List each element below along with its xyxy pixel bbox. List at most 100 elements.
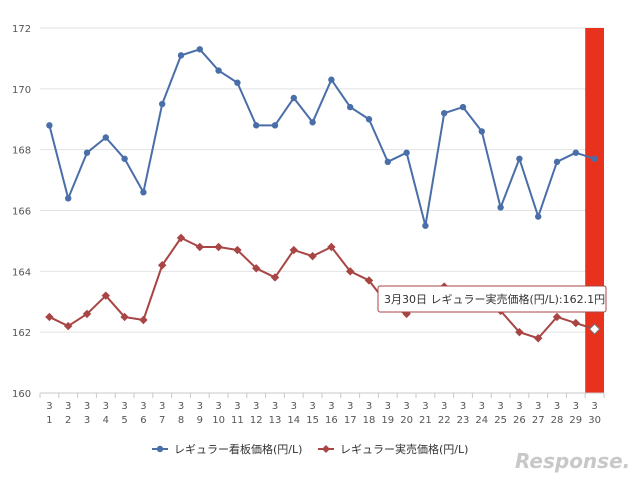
data-point [403, 149, 410, 156]
data-point [365, 116, 373, 123]
data-point [535, 213, 542, 220]
data-point [101, 291, 111, 300]
data-point [533, 334, 543, 343]
highlight-band [585, 28, 604, 393]
data-point [177, 52, 185, 59]
tooltip-text: 3月30日 レギュラー実売価格(円/L):162.1円 [384, 292, 605, 306]
data-point [384, 158, 391, 166]
x-tick-label-month: 3 [422, 401, 428, 412]
x-tick-label-month: 3 [272, 401, 278, 412]
data-point [83, 149, 91, 156]
x-tick-label-month: 3 [197, 401, 203, 412]
x-tick-label-day: 11 [231, 415, 244, 426]
x-tick-label-day: 13 [269, 415, 282, 426]
y-tick-label: 162 [12, 328, 31, 339]
x-tick-label-month: 3 [573, 401, 579, 412]
data-point [328, 76, 335, 83]
x-tick-label-day: 16 [325, 415, 338, 426]
x-tick-label-month: 3 [591, 401, 597, 412]
data-point-selected [588, 323, 601, 335]
x-tick-label-day: 7 [159, 415, 165, 426]
data-point [308, 251, 317, 261]
x-tick-label-day: 23 [457, 415, 470, 426]
data-point [159, 100, 166, 108]
x-tick-label-day: 12 [250, 415, 263, 426]
x-tick-label-day: 29 [569, 415, 582, 426]
legend-marker [156, 445, 164, 453]
x-tick-label-day: 26 [513, 415, 526, 426]
data-point [253, 122, 260, 129]
x-tick-label-month: 3 [535, 401, 541, 412]
data-point [591, 155, 598, 162]
x-tick-label-month: 3 [215, 401, 221, 412]
data-point [120, 312, 129, 322]
data-point [309, 119, 316, 126]
x-tick-label-day: 25 [494, 415, 507, 426]
data-point [497, 204, 504, 211]
data-point [515, 327, 524, 337]
x-tick-label-month: 3 [328, 401, 334, 412]
y-tick-label: 172 [12, 24, 31, 35]
x-tick-label-month: 3 [291, 401, 297, 412]
data-point [552, 312, 562, 322]
x-tick-label-day: 18 [363, 415, 376, 426]
data-point [478, 128, 485, 135]
data-point [270, 273, 280, 282]
x-tick-label-day: 10 [212, 415, 225, 426]
x-tick-label-day: 6 [140, 415, 146, 426]
data-point [572, 149, 579, 156]
x-tick-label-day: 4 [103, 415, 109, 426]
series-line [48, 48, 595, 227]
data-point [289, 245, 299, 255]
data-point [345, 267, 355, 276]
data-point [553, 158, 561, 166]
data-point [290, 94, 297, 102]
data-point [63, 321, 73, 331]
data-point [271, 122, 279, 129]
watermark: Response. [515, 449, 630, 473]
grid-lines [40, 27, 604, 394]
x-tick-label-day: 22 [438, 415, 451, 426]
data-point [139, 315, 148, 325]
x-tick-label-day: 20 [400, 415, 413, 426]
data-point [45, 312, 54, 322]
x-tick-label-month: 3 [65, 401, 71, 412]
data-point [441, 109, 448, 117]
data-point [327, 242, 336, 252]
x-tick-label-day: 8 [178, 415, 184, 426]
data-point [46, 122, 53, 129]
data-point [102, 134, 110, 141]
data-point [571, 318, 581, 328]
data-point [121, 155, 128, 162]
x-tick-label-month: 3 [385, 401, 391, 412]
y-tick-label: 160 [12, 389, 31, 400]
data-point [251, 264, 261, 273]
y-tick-label: 170 [12, 85, 31, 96]
x-tick-label-month: 3 [309, 401, 315, 412]
x-axis: 3132333435363738393103113123133143153163… [39, 392, 605, 426]
x-tick-label-month: 3 [121, 401, 127, 412]
x-tick-label-month: 3 [460, 401, 466, 412]
x-tick-label-month: 3 [234, 401, 240, 412]
x-tick-label-month: 3 [347, 401, 353, 412]
data-point [214, 242, 223, 252]
data-point [140, 189, 147, 196]
x-tick-label-month: 3 [403, 401, 409, 412]
series-1 [46, 46, 598, 229]
legend-item: レギュラー実売価格(円/L) [318, 442, 468, 456]
data-point [459, 103, 467, 111]
y-tick-label: 168 [12, 146, 31, 157]
x-tick-label-month: 3 [479, 401, 485, 412]
x-tick-label-month: 3 [441, 401, 447, 412]
x-tick-label-day: 14 [287, 415, 300, 426]
highlight-band-layer [585, 28, 604, 393]
data-point [65, 195, 72, 202]
legend-label: レギュラー看板価格(円/L) [174, 442, 302, 456]
y-tick-label: 164 [12, 267, 31, 278]
x-tick-label-month: 3 [84, 401, 90, 412]
x-tick-label-month: 3 [497, 401, 503, 412]
x-tick-label-day: 5 [121, 415, 127, 426]
x-tick-label-day: 28 [551, 415, 564, 426]
x-tick-label-month: 3 [516, 401, 522, 412]
